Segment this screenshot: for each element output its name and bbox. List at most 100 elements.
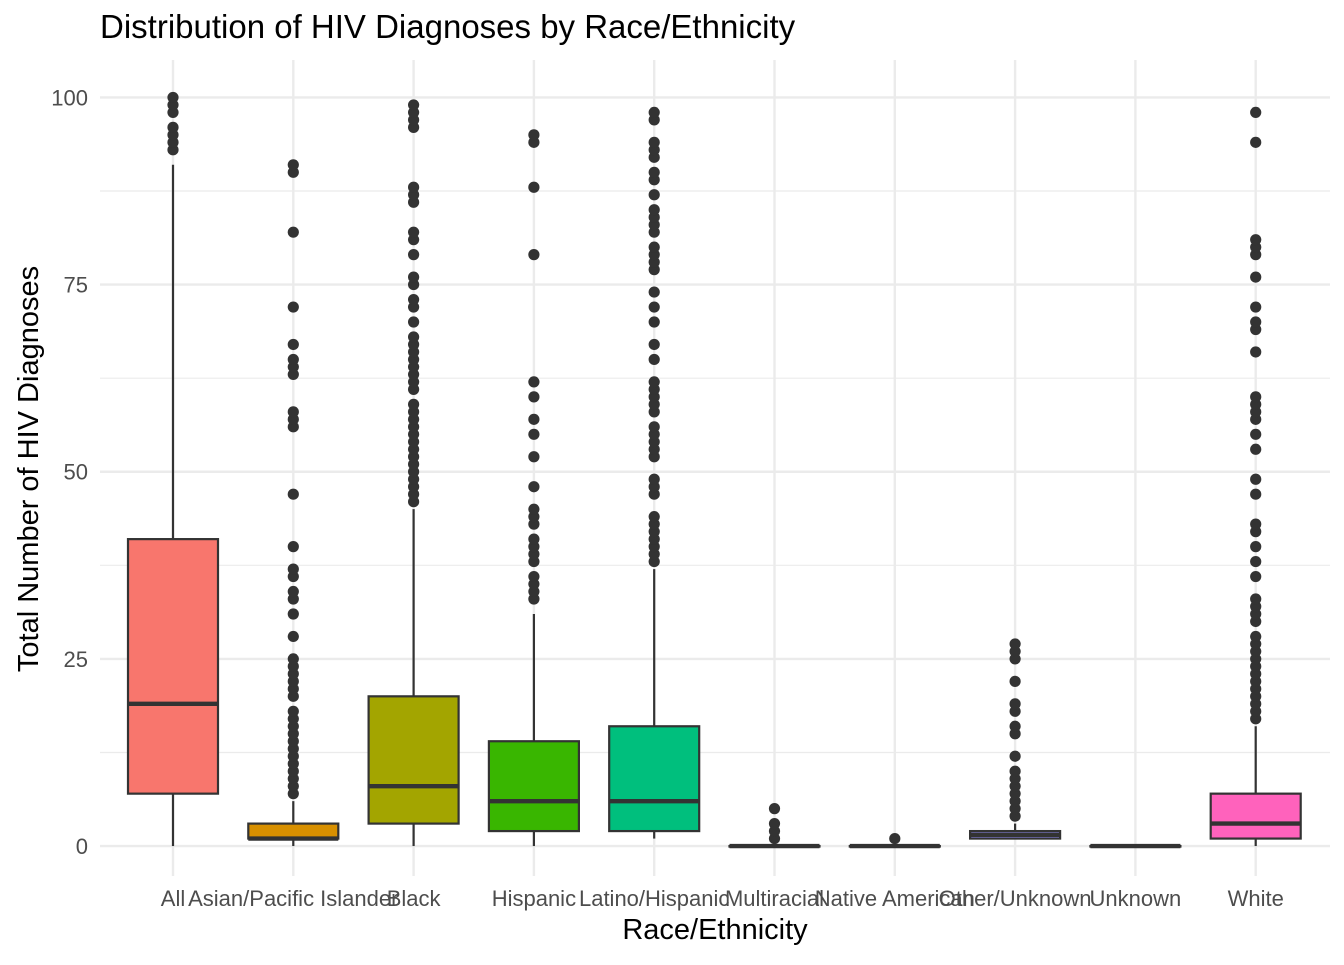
y-tick-label: 50	[64, 460, 88, 485]
outlier-point	[528, 481, 540, 493]
outlier-point	[648, 316, 660, 328]
outlier-point	[528, 428, 540, 440]
outlier-point	[408, 316, 420, 328]
outlier-point	[648, 204, 660, 216]
outlier-point	[1250, 301, 1262, 313]
outlier-point	[167, 91, 179, 104]
outlier-point	[648, 473, 660, 485]
outlier-point	[287, 406, 299, 418]
y-tick-label: 75	[64, 273, 88, 298]
outlier-point	[287, 226, 299, 238]
outlier-point	[1250, 473, 1262, 485]
outlier-point	[287, 301, 299, 313]
outlier-point	[528, 533, 540, 545]
outlier-point	[528, 249, 540, 261]
box-group	[608, 106, 701, 839]
outlier-point	[1250, 346, 1262, 358]
outlier-point	[287, 541, 299, 553]
outlier-point	[648, 301, 660, 313]
box-group	[728, 803, 821, 849]
outlier-point	[889, 832, 901, 845]
x-tick-label: Native American	[815, 886, 975, 911]
x-tick-label: Multiracial	[725, 886, 824, 911]
box-body	[126, 538, 220, 795]
outlier-point	[1009, 720, 1021, 732]
y-tick-label: 25	[64, 647, 88, 672]
outlier-point	[408, 99, 420, 111]
outlier-point	[287, 705, 299, 717]
outlier-point	[648, 189, 660, 201]
outlier-point	[1250, 570, 1262, 583]
outlier-point	[1009, 675, 1021, 687]
outlier-point	[408, 331, 420, 343]
outlier-point	[528, 451, 540, 463]
outlier-point	[287, 159, 299, 171]
box-group	[1089, 843, 1182, 849]
x-tick-label: Black	[387, 886, 442, 911]
box-body	[367, 695, 460, 825]
outlier-point	[287, 608, 299, 620]
outlier-point	[1009, 638, 1021, 650]
outlier-point	[287, 653, 299, 665]
box-group	[247, 159, 340, 847]
box-group	[126, 91, 220, 847]
outlier-point	[287, 488, 299, 500]
y-tick-labels: 0 25 50 75 100	[51, 85, 88, 859]
x-tick-label: Unknown	[1090, 886, 1182, 911]
outlier-point	[287, 353, 299, 366]
outlier-point	[408, 226, 420, 238]
outlier-point	[648, 421, 660, 433]
outlier-point	[1250, 630, 1262, 643]
outlier-point	[287, 585, 299, 598]
outlier-point	[408, 249, 420, 261]
outlier-point	[1250, 136, 1262, 148]
outlier-point	[287, 338, 299, 351]
outlier-point	[1250, 271, 1262, 283]
outlier-point	[287, 563, 299, 575]
outlier-point	[528, 129, 540, 141]
box-body	[487, 740, 580, 833]
box-body	[608, 725, 701, 833]
outlier-point	[648, 338, 660, 351]
x-tick-label: Other/Unknown	[939, 886, 1092, 911]
outlier-point	[528, 570, 540, 583]
outlier-point	[408, 181, 420, 193]
outlier-point	[167, 121, 179, 133]
outlier-point	[648, 241, 660, 253]
x-tick-label: Asian/Pacific Islander	[188, 886, 398, 911]
box-group	[1209, 106, 1302, 847]
outlier-point	[1250, 593, 1262, 605]
box-group	[487, 129, 580, 847]
box-body	[247, 822, 340, 840]
outlier-point	[648, 286, 660, 298]
box-group	[968, 638, 1062, 840]
outlier-point	[1009, 750, 1021, 762]
boxes	[126, 91, 1302, 849]
outlier-point	[408, 398, 420, 410]
outlier-point	[1250, 234, 1262, 246]
outlier-point	[1250, 106, 1262, 119]
outlier-point	[648, 136, 660, 148]
outlier-point	[287, 630, 299, 643]
outlier-point	[528, 181, 540, 193]
outlier-point	[648, 106, 660, 119]
outlier-point	[648, 511, 660, 523]
y-tick-label: 100	[51, 85, 88, 110]
outlier-point	[1250, 488, 1262, 500]
outlier-point	[768, 817, 781, 830]
x-tick-label: Hispanic	[492, 886, 576, 911]
outlier-point	[1250, 391, 1262, 403]
box-body	[1209, 792, 1302, 840]
outlier-point	[1250, 541, 1262, 553]
outlier-point	[1009, 698, 1021, 710]
outlier-point	[1250, 316, 1262, 328]
box-group	[367, 99, 460, 847]
outlier-point	[1250, 443, 1262, 455]
outlier-point	[1009, 765, 1021, 777]
chart-title: Distribution of HIV Diagnoses by Race/Et…	[100, 8, 796, 45]
outlier-point	[648, 166, 660, 178]
outlier-point	[528, 391, 540, 403]
